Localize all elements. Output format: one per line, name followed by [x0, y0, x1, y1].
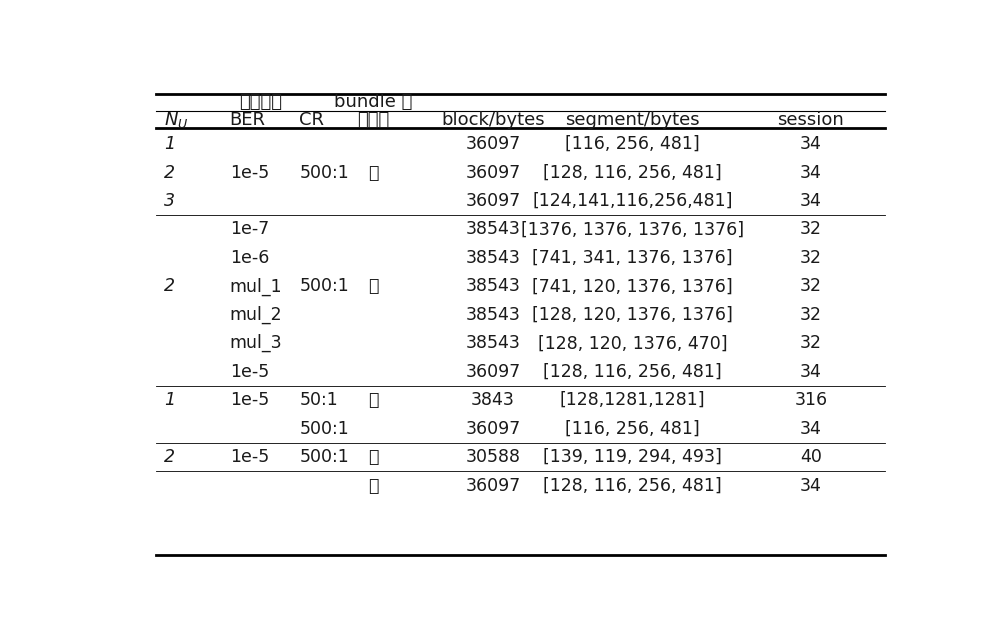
Text: [128, 120, 1376, 470]: [128, 120, 1376, 470]	[538, 334, 727, 352]
Text: 3: 3	[164, 192, 175, 210]
Text: 2: 2	[164, 164, 175, 182]
Text: 500:1: 500:1	[299, 277, 349, 296]
Text: BER: BER	[230, 111, 266, 129]
Text: 34: 34	[800, 164, 822, 182]
Text: 36097: 36097	[466, 135, 521, 153]
Text: 1e-5: 1e-5	[230, 391, 269, 409]
Text: mul_2: mul_2	[230, 306, 282, 324]
Text: [1376, 1376, 1376, 1376]: [1376, 1376, 1376, 1376]	[521, 220, 744, 238]
Text: 1e-5: 1e-5	[230, 448, 269, 466]
Text: 34: 34	[800, 192, 822, 210]
Text: 38543: 38543	[466, 249, 521, 267]
Text: [116, 256, 481]: [116, 256, 481]	[565, 420, 700, 438]
Text: 否: 否	[368, 391, 378, 409]
Text: mul_1: mul_1	[230, 277, 282, 296]
Text: $N_U$: $N_U$	[164, 110, 188, 129]
Text: 316: 316	[794, 391, 827, 409]
Text: [128, 116, 256, 481]: [128, 116, 256, 481]	[543, 362, 722, 381]
Text: [128, 116, 256, 481]: [128, 116, 256, 481]	[543, 476, 722, 494]
Text: 500:1: 500:1	[299, 164, 349, 182]
Text: 否: 否	[368, 164, 378, 182]
Text: 32: 32	[800, 220, 822, 238]
Text: 1e-6: 1e-6	[230, 249, 269, 267]
Text: [116, 256, 481]: [116, 256, 481]	[565, 135, 700, 153]
Text: segment/bytes: segment/bytes	[565, 111, 700, 129]
Text: 32: 32	[800, 334, 822, 352]
Text: 3843: 3843	[471, 391, 515, 409]
Text: bundle 聚: bundle 聚	[334, 93, 412, 111]
Text: 38543: 38543	[466, 306, 521, 324]
Text: 36097: 36097	[466, 476, 521, 494]
Text: 链路环境: 链路环境	[239, 93, 282, 111]
Text: 32: 32	[800, 249, 822, 267]
Text: 34: 34	[800, 135, 822, 153]
Text: 32: 32	[800, 277, 822, 296]
Text: 38543: 38543	[466, 220, 521, 238]
Text: 36097: 36097	[466, 192, 521, 210]
Text: 36097: 36097	[466, 420, 521, 438]
Text: 1e-5: 1e-5	[230, 362, 269, 381]
Text: [741, 341, 1376, 1376]: [741, 341, 1376, 1376]	[532, 249, 733, 267]
Text: 34: 34	[800, 476, 822, 494]
Text: 1e-7: 1e-7	[230, 220, 269, 238]
Text: 34: 34	[800, 420, 822, 438]
Text: 2: 2	[164, 448, 175, 466]
Text: [128, 120, 1376, 1376]: [128, 120, 1376, 1376]	[532, 306, 733, 324]
Text: 50:1: 50:1	[299, 391, 338, 409]
Text: 36097: 36097	[466, 164, 521, 182]
Text: [128, 116, 256, 481]: [128, 116, 256, 481]	[543, 164, 722, 182]
Text: 500:1: 500:1	[299, 448, 349, 466]
Text: 32: 32	[800, 306, 822, 324]
Text: 否: 否	[368, 277, 378, 296]
Text: [741, 120, 1376, 1376]: [741, 120, 1376, 1376]	[532, 277, 733, 296]
Text: 1: 1	[164, 135, 175, 153]
Text: 30588: 30588	[466, 448, 521, 466]
Text: 1: 1	[164, 391, 175, 409]
Text: 36097: 36097	[466, 362, 521, 381]
Text: 合与否: 合与否	[357, 111, 389, 129]
Text: 34: 34	[800, 362, 822, 381]
Text: mul_3: mul_3	[230, 334, 282, 352]
Text: [128,1281,1281]: [128,1281,1281]	[560, 391, 705, 409]
Text: 40: 40	[800, 448, 822, 466]
Text: 38543: 38543	[466, 277, 521, 296]
Text: CR: CR	[299, 111, 324, 129]
Text: 2: 2	[164, 277, 175, 296]
Text: 否: 否	[368, 476, 378, 494]
Text: 38543: 38543	[466, 334, 521, 352]
Text: block/bytes: block/bytes	[441, 111, 545, 129]
Text: session: session	[778, 111, 844, 129]
Text: [124,141,116,256,481]: [124,141,116,256,481]	[532, 192, 733, 210]
Text: 1e-5: 1e-5	[230, 164, 269, 182]
Text: [139, 119, 294, 493]: [139, 119, 294, 493]	[543, 448, 722, 466]
Text: 500:1: 500:1	[299, 420, 349, 438]
Text: 是: 是	[368, 448, 378, 466]
